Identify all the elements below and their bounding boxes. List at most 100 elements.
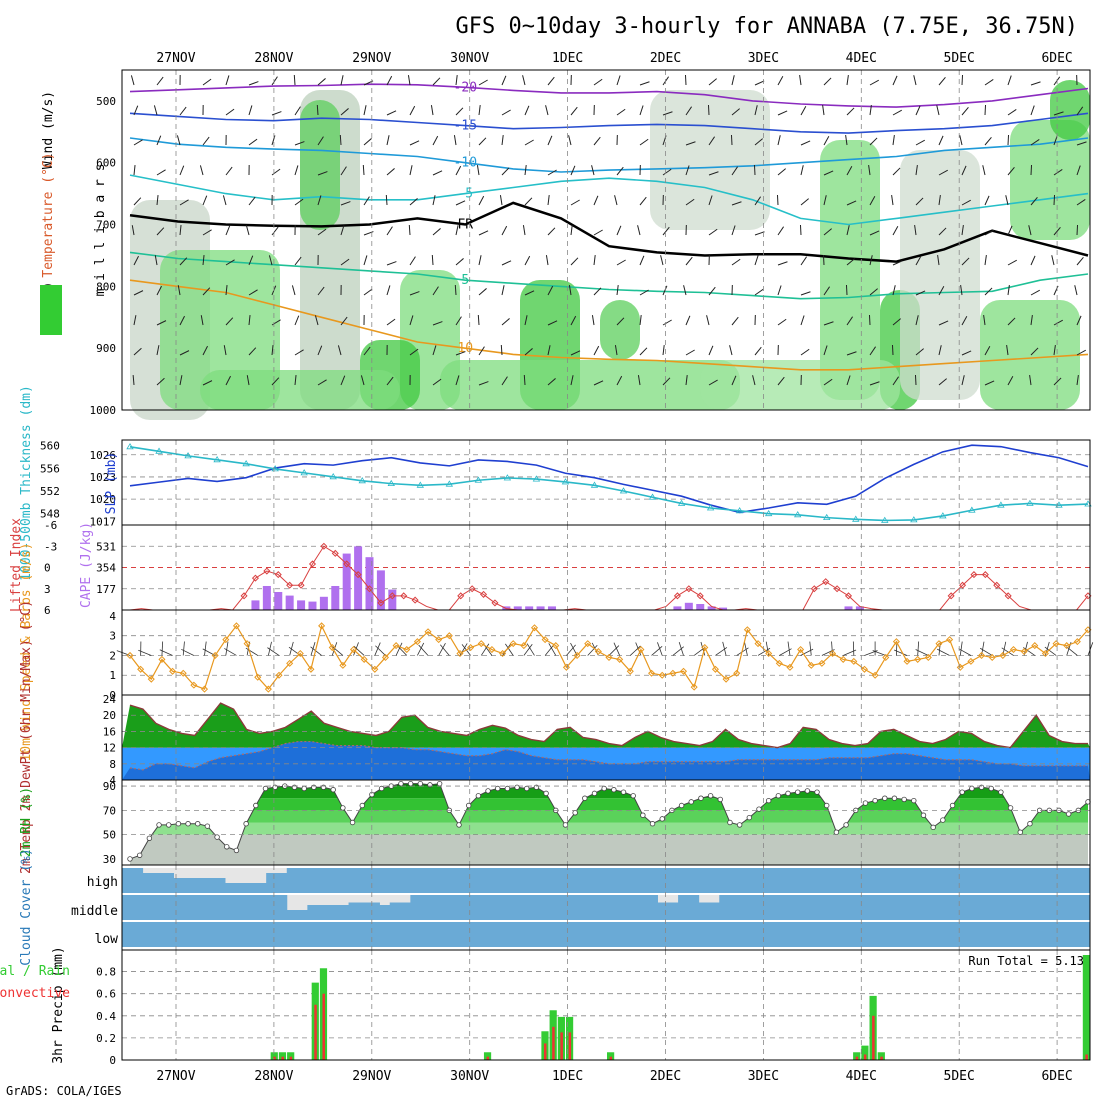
- lifted-index-marker: [240, 592, 248, 600]
- cloud-cover-bar: [523, 922, 535, 947]
- wind-barb: [777, 285, 782, 296]
- wind-barb: [455, 316, 462, 326]
- chart-title: GFS 0~10day 3-hourly for ANNABA (7.75E, …: [455, 14, 1078, 39]
- wind-barb: [915, 256, 922, 266]
- precip-convective-bar: [609, 1056, 613, 1060]
- cloud-cover-bar: [904, 922, 916, 947]
- top-date-label: 28NOV: [254, 51, 293, 66]
- wind-speed-marker: [179, 669, 187, 677]
- rh-marker: [998, 789, 1004, 795]
- cape-bar: [525, 606, 534, 610]
- wind-barb: [547, 227, 556, 236]
- wind-barb: [593, 195, 599, 206]
- cloud-cover-bar: [760, 868, 772, 893]
- wind-barb: [984, 195, 990, 206]
- wind-barb: [846, 75, 849, 86]
- wind-barb: [455, 375, 460, 386]
- wind-barb: [570, 315, 577, 326]
- wind-barb: [892, 75, 898, 86]
- wind-barb: [868, 314, 871, 326]
- wind-barb: [937, 255, 940, 266]
- wind-barb: [868, 165, 871, 176]
- rh-marker: [814, 789, 820, 795]
- wind-barb: [1076, 315, 1082, 326]
- cloud-cover-bar: [616, 922, 628, 947]
- wind-barb: [639, 255, 645, 266]
- wind-speed-marker: [137, 665, 145, 673]
- precip-convective-bar: [552, 1026, 555, 1060]
- cloud-cover-bar: [678, 922, 689, 947]
- cloud-cover-bar: [904, 895, 916, 920]
- wind-speed-marker: [1031, 642, 1039, 650]
- cloud-cover-bar: [389, 902, 401, 920]
- top-date-label: 4DEC: [846, 51, 877, 66]
- lifted-index-axis-label: Lifted Index: [9, 518, 24, 612]
- rh-shading-region: [980, 300, 1080, 410]
- lifted-index-marker: [274, 571, 282, 579]
- thickness-marker: [910, 516, 918, 523]
- wind-barb: [547, 378, 556, 386]
- wind-barb: [1007, 376, 1014, 386]
- cloud-cover-bar: [595, 895, 607, 920]
- wind-barb: [547, 76, 555, 86]
- precip-total-bar: [287, 1052, 295, 1060]
- cloud-cover-bar: [1059, 922, 1070, 947]
- cloud-cover-bar: [183, 922, 195, 947]
- rh-marker: [736, 822, 743, 828]
- cloud-cover-bar: [575, 868, 586, 893]
- cloud-cover-bar: [657, 922, 669, 947]
- cloud-cover-bar: [688, 922, 700, 947]
- thickness-marker: [793, 511, 802, 518]
- wind-speed-marker: [286, 659, 294, 667]
- wind-barb: [754, 138, 763, 146]
- cloud-cover-bar: [791, 868, 803, 893]
- rh-marker: [185, 821, 191, 827]
- wind-speed-marker: [318, 622, 326, 630]
- cloud-cover-bar: [441, 868, 453, 893]
- precip-total-bar: [483, 1052, 492, 1060]
- thickness-marker: [561, 478, 570, 485]
- wind-barb: [340, 75, 344, 86]
- wind-barb: [892, 260, 903, 266]
- cloud-cover-bar: [616, 868, 628, 893]
- cloud-cover-bar: [873, 868, 885, 893]
- wind-speed-marker: [743, 626, 751, 634]
- cloud-cover-bar: [276, 922, 288, 947]
- wind-barb: [984, 78, 994, 86]
- wind-speed-marker: [1052, 640, 1060, 648]
- wind-barb: [271, 135, 276, 146]
- cloud-cover-bar: [255, 922, 267, 947]
- wind-barb: [776, 194, 779, 206]
- rh-marker: [891, 795, 898, 801]
- wind-barb: [777, 135, 781, 146]
- cloud-cover-bar: [410, 922, 422, 947]
- thickness-tick-label: 556: [40, 462, 60, 475]
- wind-barb: [501, 376, 508, 386]
- wind-barb: [386, 226, 393, 236]
- wind-barb: [570, 375, 574, 386]
- cloud-cover-bar: [1079, 895, 1091, 920]
- wind-barb: [202, 78, 212, 86]
- cloud-cover-bar: [678, 895, 689, 920]
- wind-barb: [630, 645, 641, 656]
- cloud-cover-bar: [235, 895, 247, 920]
- lifted-index-marker: [388, 592, 396, 600]
- bottom-date-label: 29NOV: [352, 1069, 391, 1084]
- wind-barb: [478, 195, 485, 206]
- rh-marker: [214, 834, 220, 840]
- wind-barb: [800, 198, 809, 206]
- wind-tick-label: 0: [109, 689, 116, 702]
- rh-marker: [640, 812, 646, 818]
- cloud-cover-bar: [297, 868, 308, 893]
- wind-barb: [547, 195, 550, 206]
- isotherm-label: -10: [454, 156, 477, 171]
- cloud-cover-bar: [492, 895, 504, 920]
- wind-barb: [523, 374, 526, 386]
- cloud-cover-bar: [533, 868, 545, 893]
- wind-speed-marker: [754, 640, 762, 648]
- rh-marker: [727, 819, 733, 826]
- temperature-tick-label: 24: [103, 693, 117, 706]
- wind-barb: [179, 165, 185, 176]
- wind-barb: [915, 649, 929, 656]
